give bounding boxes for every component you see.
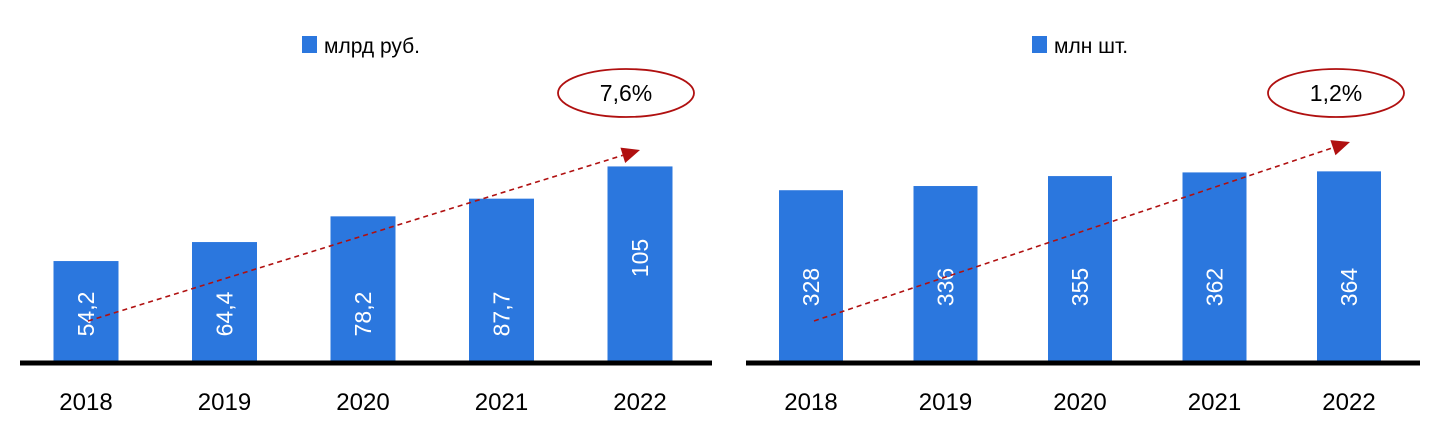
trend-arrow-line (813, 146, 1334, 322)
bar (192, 242, 257, 362)
growth-rate-label: 1,2% (1310, 80, 1362, 106)
bar-value-label: 64,4 (212, 291, 238, 336)
bar-value-label: 78,2 (350, 292, 376, 337)
trend-group: 1,2% (813, 68, 1405, 322)
x-tick-label: 2020 (336, 389, 389, 416)
bars-group: 328 336 355 362 364 (779, 171, 1381, 362)
bar-value-label: 362 (1202, 268, 1228, 306)
x-tick-labels: 2018 2019 2020 2021 2022 (59, 389, 666, 416)
legend-swatch (1032, 36, 1047, 53)
x-tick-label: 2019 (919, 389, 972, 416)
x-tick-label: 2022 (613, 389, 666, 416)
bar (779, 190, 843, 362)
bars-group: 54,2 64,4 78,2 87,7 105 (53, 166, 673, 362)
x-tick-label: 2021 (475, 389, 528, 416)
x-tick-label: 2018 (784, 389, 837, 416)
trend-arrow-head (1330, 140, 1350, 156)
x-tick-labels: 2018 2019 2020 2021 2022 (784, 389, 1375, 416)
bar (469, 198, 534, 362)
growth-rate-ellipse (557, 68, 695, 118)
growth-rate-ellipse (1267, 68, 1405, 118)
revenue-chart: млрд руб. 54,2 64,4 78,2 87,7 105 2018 2019 20… (20, 35, 712, 416)
bar-value-label: 54,2 (73, 292, 99, 337)
legend-label: млн шт. (1054, 35, 1128, 58)
bar-value-label: 355 (1067, 268, 1093, 306)
bar-value-label: 105 (627, 239, 653, 277)
bar (1048, 176, 1112, 362)
bar-value-label: 87,7 (489, 292, 515, 337)
legend-swatch (302, 36, 317, 53)
units-chart: млн шт. 328 336 355 362 364 2018 2019 2020 2021… (728, 0, 1440, 440)
bar-value-label: 328 (798, 268, 824, 306)
trend-arrow-line (87, 154, 624, 322)
trend-group: 7,6% (87, 68, 695, 322)
trend-arrow-head (620, 147, 640, 163)
bar (607, 166, 673, 362)
bar (330, 216, 396, 362)
x-tick-label: 2020 (1053, 389, 1106, 416)
x-tick-label: 2019 (198, 389, 251, 416)
units-chart-svg: млн шт. 328 336 355 362 364 2018 2019 2020 2021… (746, 35, 1420, 416)
growth-rate-label: 7,6% (600, 80, 652, 106)
x-tick-label: 2021 (1188, 389, 1241, 416)
legend-label: млрд руб. (324, 35, 420, 58)
bar (1182, 172, 1247, 362)
bar (53, 261, 119, 362)
bar (913, 186, 978, 362)
bar (1317, 171, 1381, 362)
x-tick-label: 2022 (1322, 389, 1375, 416)
bar-value-label: 364 (1336, 268, 1362, 307)
x-tick-label: 2018 (59, 389, 112, 416)
